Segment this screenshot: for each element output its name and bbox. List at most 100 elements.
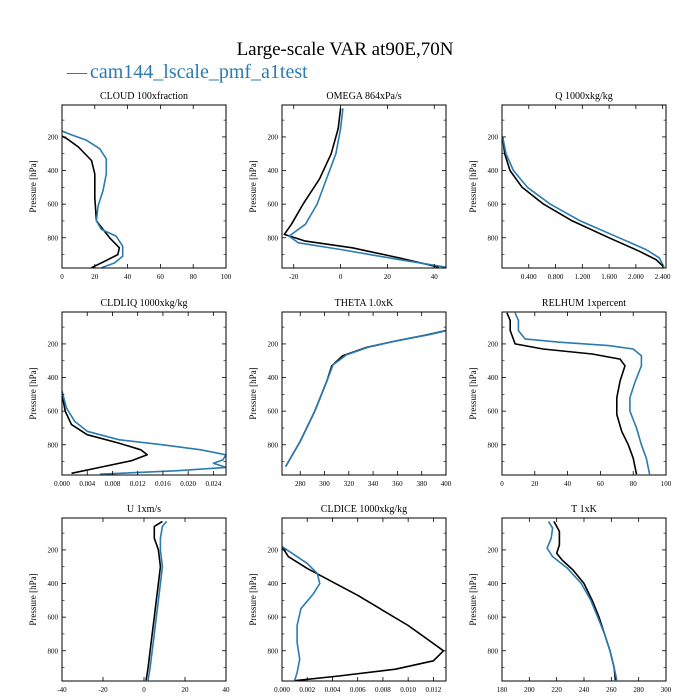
series-group <box>283 108 446 268</box>
series-line <box>502 136 665 268</box>
chart-panel: THETA 1.0xK 280 300 320 340 360 380 400 200 400 60… <box>248 298 452 488</box>
chart-panel: U 1xm/s -40 -20 0 20 40 200 400 600 800 Pressure [… <box>28 504 230 694</box>
y-tick-label: 200 <box>48 133 59 141</box>
x-tick-label: 100 <box>661 480 672 488</box>
y-axis-label: Pressure [hPa] <box>28 367 38 419</box>
x-tick-label: 300 <box>661 686 672 694</box>
chart-panel: CLDLIQ 1000xkg/kg 0.000 0.004 0.008 0.012 0.0… <box>28 298 227 488</box>
axes-frame <box>61 104 227 269</box>
y-tick-label: 800 <box>48 647 59 655</box>
series-line <box>284 329 446 468</box>
panel-title: U 1xm/s <box>127 504 161 515</box>
x-tick-label: 0.012 <box>130 480 146 488</box>
y-tick-label: 200 <box>48 340 59 348</box>
x-tick-label: 280 <box>633 686 644 694</box>
y-axis-label: Pressure [hPa] <box>28 573 38 625</box>
x-tick-label: 40 <box>223 686 231 694</box>
y-axis-label: Pressure [hPa] <box>468 573 478 625</box>
y-tick-label: 200 <box>488 340 499 348</box>
y-tick-label: 600 <box>488 201 499 209</box>
legend-marker: — <box>66 61 88 83</box>
chart-panel: CLDICE 1000xkg/kg 0.000 0.002 0.004 0.006 0.0… <box>248 504 447 694</box>
x-tick-label: 320 <box>344 480 355 488</box>
x-tick-label: 80 <box>630 480 638 488</box>
y-tick-label: 200 <box>268 546 279 554</box>
x-tick-label: 0.020 <box>180 480 196 488</box>
series-line <box>283 108 440 268</box>
x-tick-label: 260 <box>606 686 617 694</box>
x-tick-label: 0.010 <box>400 686 416 694</box>
chart-panel: OMEGA 864xPa/s -20 0 20 40 200 400 600 800 Pressu… <box>248 91 447 281</box>
y-tick-label: 600 <box>268 614 279 622</box>
series-line <box>288 108 446 268</box>
panels: CLOUD 100xfraction 0 20 40 60 80 100 200 400 600 8… <box>28 91 672 694</box>
legend: — cam144_lscale_pmf_a1test <box>66 61 308 83</box>
series-group <box>145 520 168 681</box>
panel-title: RELHUM 1xpercent <box>542 298 626 309</box>
x-tick-label: 60 <box>157 273 165 281</box>
x-tick-label: 40 <box>124 273 132 281</box>
y-tick-label: 400 <box>268 580 279 588</box>
x-tick-label: 0.400 <box>521 273 537 281</box>
series-line <box>62 390 226 475</box>
y-tick-label: 800 <box>268 441 279 449</box>
x-tick-label: 0 <box>339 273 343 281</box>
x-tick-label: 80 <box>190 273 198 281</box>
x-tick-label: 0.002 <box>299 686 315 694</box>
x-tick-label: -20 <box>98 686 108 694</box>
y-tick-label: 600 <box>488 614 499 622</box>
x-tick-label: 300 <box>319 480 330 488</box>
y-tick-label: 600 <box>48 408 59 416</box>
x-tick-label: 60 <box>597 480 605 488</box>
x-tick-label: 1.200 <box>574 273 590 281</box>
panel-title: Q 1000xkg/kg <box>555 91 613 102</box>
axes-frame <box>61 311 227 476</box>
y-axis-label: Pressure [hPa] <box>248 367 258 419</box>
series-line <box>282 546 445 681</box>
series-line <box>147 520 168 681</box>
chart-panel: T 1xK 180 200 220 240 260 280 300 200 400 600 800 Pr… <box>468 504 672 694</box>
x-tick-label: 360 <box>392 480 403 488</box>
y-tick-label: 200 <box>268 133 279 141</box>
x-tick-label: 100 <box>221 273 232 281</box>
x-tick-label: 0.008 <box>105 480 121 488</box>
legend-label: cam144_lscale_pmf_a1test <box>90 61 308 83</box>
y-tick-label: 800 <box>268 234 279 242</box>
chart-panel: CLOUD 100xfraction 0 20 40 60 80 100 200 400 600 8… <box>28 91 232 281</box>
y-tick-label: 400 <box>488 374 499 382</box>
axes-frame <box>501 104 667 269</box>
y-tick-label: 600 <box>48 201 59 209</box>
panel-title: CLDICE 1000xkg/kg <box>321 504 407 515</box>
y-tick-label: 600 <box>488 408 499 416</box>
y-tick-label: 400 <box>48 374 59 382</box>
series-group <box>502 136 665 268</box>
y-tick-label: 200 <box>488 546 499 554</box>
series-group <box>506 312 651 475</box>
panel-title: THETA 1.0xK <box>335 298 394 309</box>
chart-panel: Q 1000xkg/kg 0.400 0.800 1.200 1.600 2.000 2.4… <box>468 91 671 281</box>
series-group <box>62 390 226 475</box>
x-tick-label: 0.000 <box>274 686 290 694</box>
y-axis-label: Pressure [hPa] <box>468 160 478 212</box>
y-tick-label: 800 <box>48 441 59 449</box>
x-tick-label: 40 <box>564 480 572 488</box>
x-tick-label: 380 <box>416 480 427 488</box>
x-tick-label: 20 <box>531 480 539 488</box>
series-group <box>62 130 124 268</box>
axes-frame <box>501 311 667 476</box>
series-group <box>282 545 445 681</box>
x-tick-label: 0.000 <box>54 480 70 488</box>
axes-frame <box>281 311 447 476</box>
x-tick-label: 220 <box>551 686 562 694</box>
y-tick-label: 400 <box>268 374 279 382</box>
panel-title: T 1xK <box>571 504 597 515</box>
series-line <box>514 312 651 475</box>
x-tick-label: 40 <box>431 273 439 281</box>
chart-panel: RELHUM 1xpercent 0 20 40 60 80 100 200 400 600 800… <box>468 298 672 488</box>
y-tick-label: 800 <box>488 234 499 242</box>
y-tick-label: 800 <box>488 441 499 449</box>
y-axis-label: Pressure [hPa] <box>248 160 258 212</box>
panel-title: CLOUD 100xfraction <box>100 91 188 102</box>
y-tick-label: 200 <box>488 133 499 141</box>
